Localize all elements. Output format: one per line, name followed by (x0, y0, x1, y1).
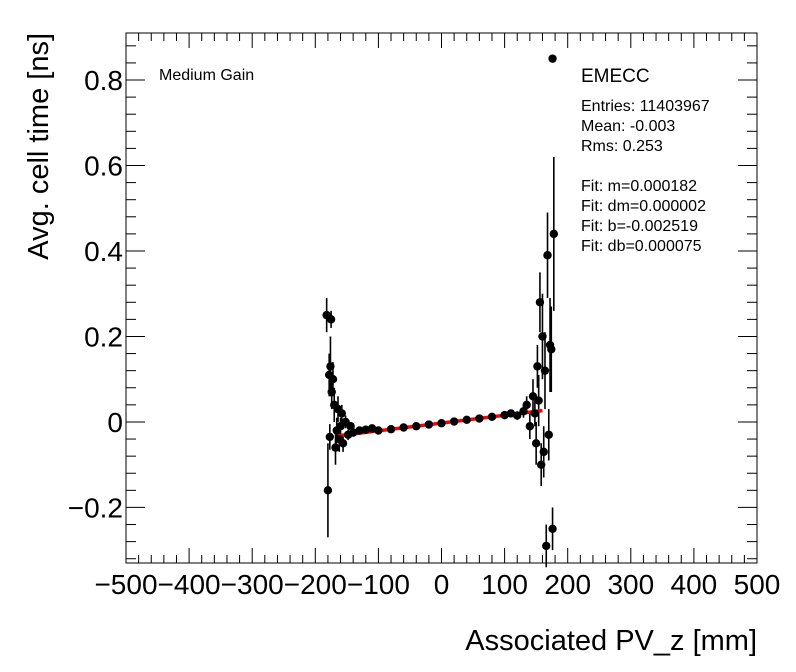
data-point (424, 420, 434, 429)
x-tick-label: 100 (481, 569, 528, 600)
data-point (327, 387, 336, 397)
data-point (475, 414, 484, 423)
y-axis-title: Avg. cell time [ns] (23, 33, 55, 260)
data-point (544, 430, 553, 439)
data-point (506, 409, 516, 418)
data-point (487, 412, 497, 422)
gain-label: Medium Gain (159, 67, 254, 84)
x-axis-title: Associated PV_z [mm] (465, 625, 757, 657)
data-point (530, 409, 540, 418)
data-point (355, 426, 364, 435)
x-tick-label: 500 (734, 569, 781, 600)
y-tick-label: 0 (107, 407, 123, 438)
stats-title: EMECC (581, 66, 650, 87)
data-point (326, 315, 336, 324)
data-point (534, 396, 543, 405)
data-point (338, 439, 348, 448)
x-tick-label: −300 (221, 569, 284, 600)
x-tick-label: −400 (158, 569, 221, 600)
stats-line: Mean: -0.003 (581, 118, 675, 135)
data-point (547, 345, 556, 354)
stats-line: Entries: 11403967 (581, 98, 710, 115)
x-tick-label: 400 (671, 569, 718, 600)
y-tick-labels: −0.2 0 0.2 0.4 0.6 0.8 (68, 65, 123, 523)
data-point (323, 486, 333, 495)
data-point (325, 432, 335, 442)
stats-line: Rms: 0.253 (581, 138, 663, 155)
stats-line: Fit: dm=0.000002 (581, 198, 706, 215)
data-point (536, 460, 546, 469)
data-point (367, 424, 377, 433)
data-point (539, 447, 548, 457)
data-point (538, 332, 547, 341)
x-tick-label: 200 (544, 569, 591, 600)
data-point (513, 411, 522, 420)
y-tick-label: 0.8 (84, 65, 123, 96)
data-point (328, 375, 338, 384)
data-point (399, 423, 408, 432)
data-point (337, 409, 347, 418)
stats-line: Fit: b=-0.002519 (581, 218, 698, 235)
data-point (462, 415, 471, 425)
stats-line: Fit: db=0.000075 (581, 238, 702, 255)
data-point (500, 410, 509, 420)
data-point (548, 54, 557, 63)
y-tick-label: 0.6 (84, 151, 123, 182)
x-tick-label: 300 (607, 569, 654, 600)
axis-ticks (125, 33, 758, 563)
data-point (542, 541, 551, 551)
data-point (540, 366, 550, 375)
data-point (386, 425, 396, 434)
y-tick-label: 0.2 (84, 321, 123, 352)
data-point (543, 251, 552, 260)
error-bars (325, 156, 555, 568)
data-point (346, 422, 355, 431)
data-point (525, 422, 535, 431)
data-point (535, 298, 545, 307)
data-point (374, 426, 383, 435)
data-points (322, 54, 559, 551)
x-tick-label: −500 (94, 569, 157, 600)
data-point (412, 422, 421, 431)
data-point (326, 362, 335, 371)
x-tick-label: −200 (284, 569, 347, 600)
stats-line: Fit: m=0.000182 (581, 178, 697, 195)
y-tick-label: −0.2 (68, 492, 123, 523)
data-point (348, 428, 358, 437)
x-tick-label: 0 (434, 569, 450, 600)
data-point (548, 524, 557, 534)
data-point (331, 443, 340, 452)
x-tick-labels: −500 −400 −300 −200 −100 0 100 200 300 400 500 (94, 569, 780, 600)
data-point (533, 362, 542, 371)
data-point (449, 417, 459, 426)
x-tick-label: −100 (347, 569, 410, 600)
data-point (522, 400, 531, 410)
y-tick-label: 0.4 (84, 236, 123, 267)
data-point (531, 439, 541, 448)
data-point (549, 229, 559, 239)
data-point (361, 425, 370, 434)
data-point (519, 407, 528, 416)
data-point (437, 419, 446, 428)
